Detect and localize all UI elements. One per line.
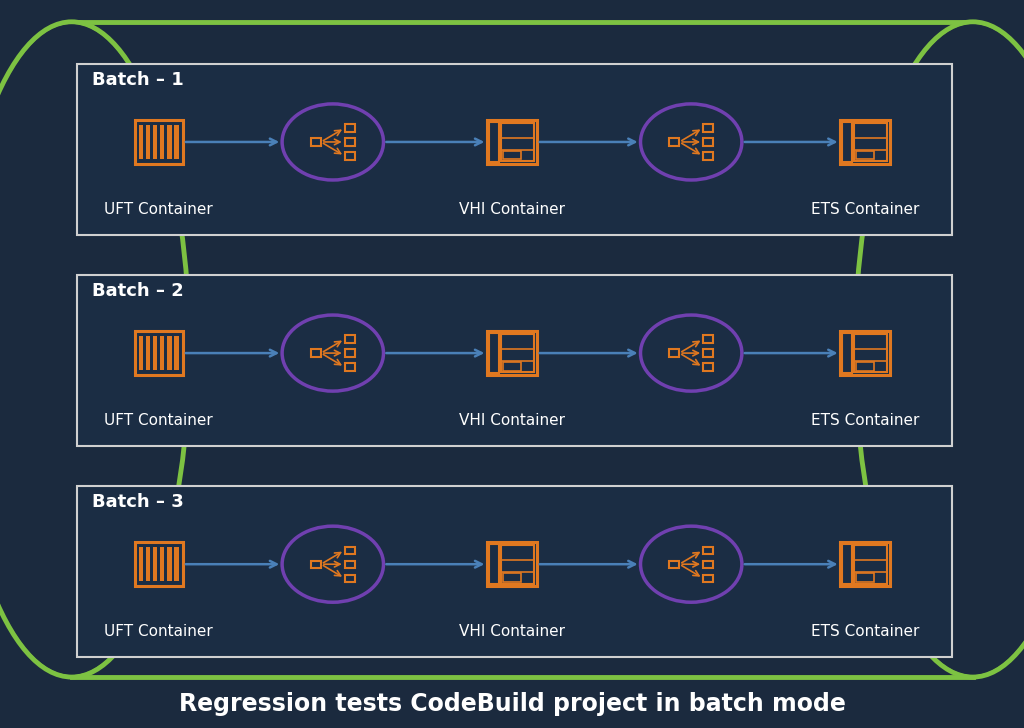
Ellipse shape xyxy=(859,25,1024,674)
FancyBboxPatch shape xyxy=(160,547,165,582)
FancyBboxPatch shape xyxy=(145,124,151,159)
FancyBboxPatch shape xyxy=(167,547,172,582)
FancyBboxPatch shape xyxy=(167,336,172,371)
Text: ETS Container: ETS Container xyxy=(811,202,920,216)
FancyBboxPatch shape xyxy=(138,124,143,159)
FancyBboxPatch shape xyxy=(160,124,165,159)
Text: Batch – 2: Batch – 2 xyxy=(92,282,184,300)
FancyBboxPatch shape xyxy=(167,124,172,159)
Ellipse shape xyxy=(855,22,1024,677)
FancyBboxPatch shape xyxy=(174,547,179,582)
FancyBboxPatch shape xyxy=(77,274,952,446)
FancyBboxPatch shape xyxy=(138,547,143,582)
Text: UFT Container: UFT Container xyxy=(104,413,213,427)
Text: VHI Container: VHI Container xyxy=(459,413,565,427)
FancyBboxPatch shape xyxy=(174,336,179,371)
FancyBboxPatch shape xyxy=(138,336,143,371)
FancyBboxPatch shape xyxy=(160,336,165,371)
Text: ETS Container: ETS Container xyxy=(811,413,920,427)
FancyBboxPatch shape xyxy=(145,336,151,371)
FancyBboxPatch shape xyxy=(153,336,158,371)
Text: VHI Container: VHI Container xyxy=(459,624,565,639)
FancyBboxPatch shape xyxy=(174,124,179,159)
FancyBboxPatch shape xyxy=(77,64,952,234)
Text: Batch – 1: Batch – 1 xyxy=(92,71,184,89)
Text: ETS Container: ETS Container xyxy=(811,624,920,639)
FancyBboxPatch shape xyxy=(72,22,973,677)
Text: Batch – 3: Batch – 3 xyxy=(92,494,184,511)
Text: UFT Container: UFT Container xyxy=(104,202,213,216)
Text: Regression tests CodeBuild project in batch mode: Regression tests CodeBuild project in ba… xyxy=(178,692,846,716)
Text: VHI Container: VHI Container xyxy=(459,202,565,216)
Ellipse shape xyxy=(0,22,189,677)
FancyBboxPatch shape xyxy=(153,547,158,582)
Text: UFT Container: UFT Container xyxy=(104,624,213,639)
Ellipse shape xyxy=(0,25,185,674)
FancyBboxPatch shape xyxy=(77,486,952,657)
FancyBboxPatch shape xyxy=(153,124,158,159)
FancyBboxPatch shape xyxy=(145,547,151,582)
